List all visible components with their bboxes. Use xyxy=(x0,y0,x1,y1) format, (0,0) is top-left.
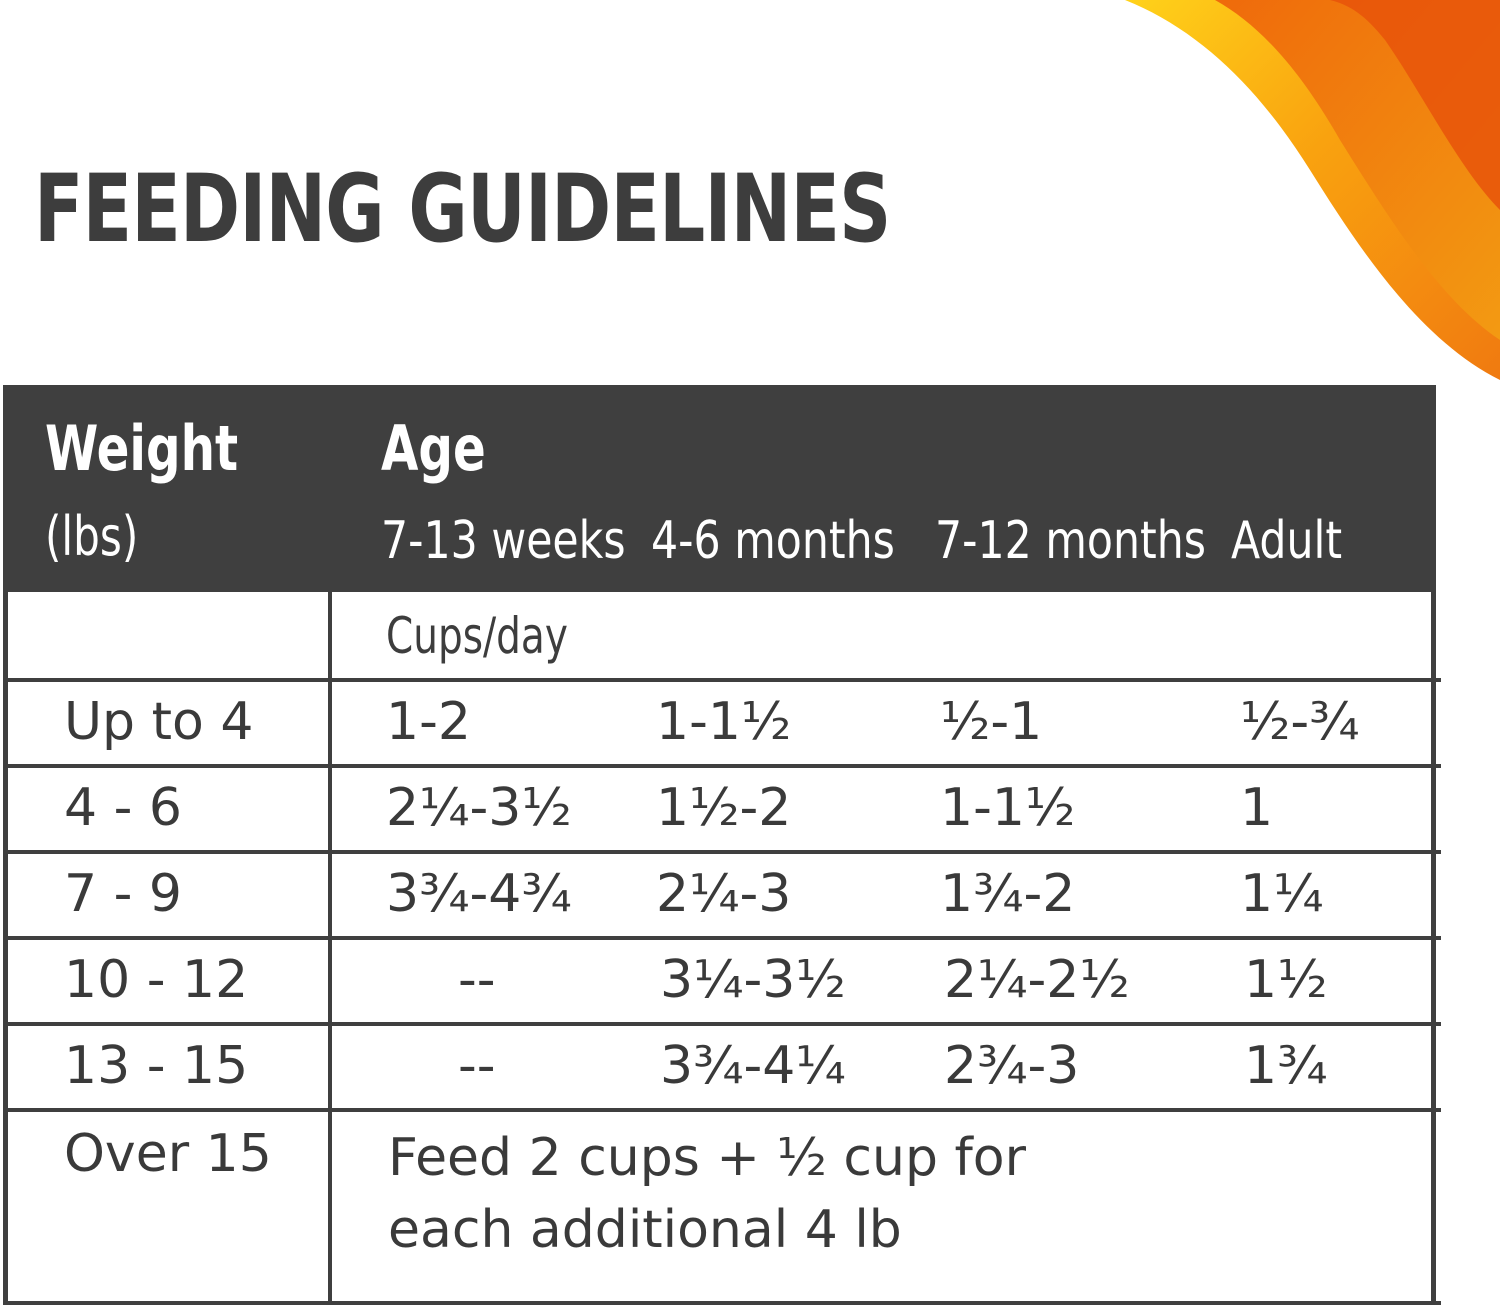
value-cell: 2¼-3½ xyxy=(386,778,572,838)
value-cell: ½-1 xyxy=(940,692,1043,752)
column-divider xyxy=(328,592,332,1305)
column-header-7-12-months: 7-12 months xyxy=(935,511,1206,571)
weight-cell: 7 - 9 xyxy=(64,864,182,924)
value-cell: 3¾-4¾ xyxy=(386,864,572,924)
column-header-7-13-weeks: 7-13 weeks xyxy=(381,511,626,571)
weight-cell: 10 - 12 xyxy=(64,950,249,1010)
note-line: Feed 2 cups + ½ cup for xyxy=(388,1128,1026,1188)
value-cell: 3¾-4¼ xyxy=(660,1036,846,1096)
value-cell: 2¼-3 xyxy=(656,864,792,924)
row-divider xyxy=(8,678,1441,682)
value-cell: 1¼ xyxy=(1240,864,1324,924)
weight-cell: Over 15 xyxy=(64,1124,272,1184)
value-cell: -- xyxy=(458,1036,496,1096)
weight-cell: 13 - 15 xyxy=(64,1036,249,1096)
value-cell: 2¼-2½ xyxy=(944,950,1130,1010)
value-cell: 1 xyxy=(1240,778,1274,838)
value-cell: 1-2 xyxy=(386,692,471,752)
value-cell: ½-¾ xyxy=(1240,692,1360,752)
unit-label: Cups/day xyxy=(386,607,568,665)
value-cell: 2¾-3 xyxy=(944,1036,1080,1096)
value-cell: 1¾ xyxy=(1244,1036,1328,1096)
value-cell: 1¾-2 xyxy=(940,864,1076,924)
value-cell: 3¼-3½ xyxy=(660,950,846,1010)
row-divider xyxy=(8,936,1441,940)
row-divider xyxy=(8,764,1441,768)
table-header: Weight (lbs) Age 7-13 weeks 4-6 months 7… xyxy=(3,385,1436,592)
column-header-4-6-months: 4-6 months xyxy=(651,511,895,571)
column-header-adult: Adult xyxy=(1231,511,1343,571)
weight-cell: 4 - 6 xyxy=(64,778,182,838)
value-cell: 1-1½ xyxy=(940,778,1076,838)
value-cell: 1½-2 xyxy=(656,778,792,838)
note-line: each additional 4 lb xyxy=(388,1200,902,1260)
row-divider xyxy=(8,1108,1441,1112)
overflow-feeding-note: Feed 2 cups + ½ cup for each additional … xyxy=(388,1122,1026,1266)
weight-unit-header: (lbs) xyxy=(45,505,139,568)
value-cell: 1½ xyxy=(1244,950,1328,1010)
weight-cell: Up to 4 xyxy=(64,692,254,752)
value-cell: -- xyxy=(458,950,496,1010)
page-title: FEEDING GUIDELINES xyxy=(34,155,891,264)
age-header: Age xyxy=(381,412,486,485)
table-body: Cups/day Up to 4 1-2 1-1½ ½-1 ½-¾ 4 - 6 … xyxy=(3,592,1441,1305)
row-divider xyxy=(8,1301,1441,1305)
weight-header: Weight xyxy=(45,412,239,485)
row-divider xyxy=(8,1022,1441,1026)
orange-swoosh-graphic xyxy=(1125,0,1500,380)
feeding-table: Weight (lbs) Age 7-13 weeks 4-6 months 7… xyxy=(3,385,1441,1305)
row-divider xyxy=(8,850,1441,854)
value-cell: 1-1½ xyxy=(656,692,792,752)
